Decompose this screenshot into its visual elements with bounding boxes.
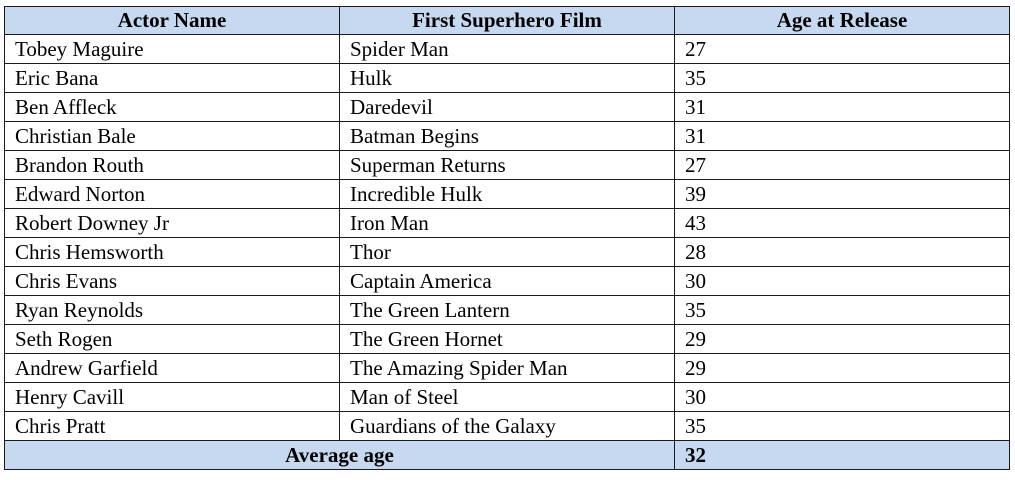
table-row: Eric Bana Hulk 35	[4, 63, 1010, 93]
age-cell: 30	[674, 266, 1010, 296]
film-cell: Batman Begins	[339, 121, 675, 151]
table-row: Henry Cavill Man of Steel 30	[4, 382, 1010, 412]
actor-name-cell: Henry Cavill	[4, 382, 340, 412]
age-cell: 35	[674, 295, 1010, 325]
average-age-label: Average age	[4, 440, 675, 470]
header-row: Actor Name First Superhero Film Age at R…	[4, 6, 1010, 35]
film-cell: Thor	[339, 237, 675, 267]
actor-name-cell: Ryan Reynolds	[4, 295, 340, 325]
age-cell: 35	[674, 411, 1010, 441]
film-cell: The Green Lantern	[339, 295, 675, 325]
age-cell: 35	[674, 63, 1010, 93]
table-row: Andrew Garfield The Amazing Spider Man 29	[4, 353, 1010, 383]
actor-name-cell: Seth Rogen	[4, 324, 340, 354]
actor-name-cell: Edward Norton	[4, 179, 340, 209]
superhero-actors-table: Actor Name First Superhero Film Age at R…	[4, 6, 1010, 470]
actor-name-cell: Chris Evans	[4, 266, 340, 296]
film-cell: Daredevil	[339, 92, 675, 122]
table-row: Tobey Maguire Spider Man 27	[4, 34, 1010, 64]
age-cell: 30	[674, 382, 1010, 412]
age-cell: 31	[674, 121, 1010, 151]
film-cell: The Amazing Spider Man	[339, 353, 675, 383]
actor-name-cell: Ben Affleck	[4, 92, 340, 122]
superhero-actors-table-container: Actor Name First Superhero Film Age at R…	[4, 6, 1010, 470]
film-cell: Spider Man	[339, 34, 675, 64]
table-row: Seth Rogen The Green Hornet 29	[4, 324, 1010, 354]
table-row: Chris Evans Captain America 30	[4, 266, 1010, 296]
actor-name-cell: Chris Pratt	[4, 411, 340, 441]
film-cell: The Green Hornet	[339, 324, 675, 354]
average-age-value: 32	[674, 440, 1010, 470]
table-row: Christian Bale Batman Begins 31	[4, 121, 1010, 151]
table-row: Chris Hemsworth Thor 28	[4, 237, 1010, 267]
age-cell: 29	[674, 353, 1010, 383]
table-row: Ben Affleck Daredevil 31	[4, 92, 1010, 122]
header-actor-name: Actor Name	[4, 6, 340, 35]
age-cell: 29	[674, 324, 1010, 354]
age-cell: 27	[674, 34, 1010, 64]
film-cell: Superman Returns	[339, 150, 675, 180]
table-body: Tobey Maguire Spider Man 27 Eric Bana Hulk 35…	[4, 34, 1010, 441]
actor-name-cell: Brandon Routh	[4, 150, 340, 180]
table-footer: Average age 32	[4, 440, 1010, 470]
actor-name-cell: Christian Bale	[4, 121, 340, 151]
header-first-superhero-film: First Superhero Film	[339, 6, 675, 35]
actor-name-cell: Robert Downey Jr	[4, 208, 340, 238]
actor-name-cell: Eric Bana	[4, 63, 340, 93]
age-cell: 28	[674, 237, 1010, 267]
average-row: Average age 32	[4, 440, 1010, 470]
age-cell: 39	[674, 179, 1010, 209]
film-cell: Captain America	[339, 266, 675, 296]
table-row: Edward Norton Incredible Hulk 39	[4, 179, 1010, 209]
film-cell: Guardians of the Galaxy	[339, 411, 675, 441]
table-row: Brandon Routh Superman Returns 27	[4, 150, 1010, 180]
age-cell: 27	[674, 150, 1010, 180]
actor-name-cell: Chris Hemsworth	[4, 237, 340, 267]
table-row: Robert Downey Jr Iron Man 43	[4, 208, 1010, 238]
age-cell: 31	[674, 92, 1010, 122]
actor-name-cell: Tobey Maguire	[4, 34, 340, 64]
film-cell: Iron Man	[339, 208, 675, 238]
table-header: Actor Name First Superhero Film Age at R…	[4, 6, 1010, 35]
age-cell: 43	[674, 208, 1010, 238]
film-cell: Man of Steel	[339, 382, 675, 412]
table-row: Ryan Reynolds The Green Lantern 35	[4, 295, 1010, 325]
table-row: Chris Pratt Guardians of the Galaxy 35	[4, 411, 1010, 441]
header-age-at-release: Age at Release	[674, 6, 1010, 35]
actor-name-cell: Andrew Garfield	[4, 353, 340, 383]
film-cell: Hulk	[339, 63, 675, 93]
film-cell: Incredible Hulk	[339, 179, 675, 209]
